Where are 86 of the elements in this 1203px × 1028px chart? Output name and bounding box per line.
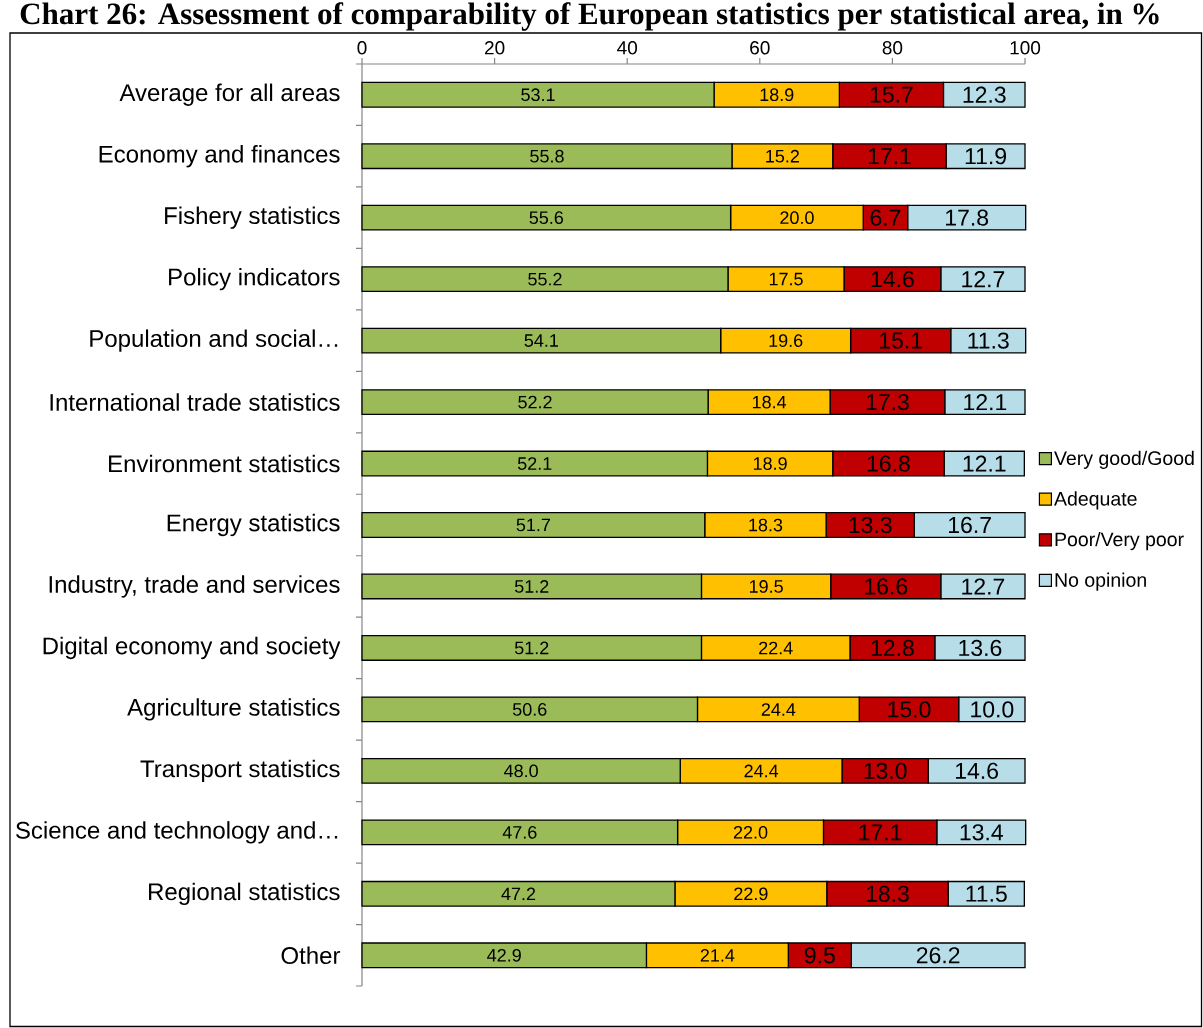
y-tick-label: Average for all areas bbox=[119, 83, 340, 106]
data-label: 51.2 bbox=[514, 580, 549, 593]
y-tick-label: Industry, trade and services bbox=[49, 575, 340, 598]
data-label: 14.6 bbox=[871, 270, 914, 288]
data-label: 19.5 bbox=[749, 580, 783, 593]
data-label: 6.7 bbox=[870, 209, 901, 226]
x-tick-label: 80 bbox=[882, 41, 903, 55]
data-label: 50.6 bbox=[512, 703, 547, 716]
data-label: 9.5 bbox=[804, 947, 835, 964]
y-tick-label: Energy statistics bbox=[167, 513, 340, 537]
y-tick-label: Environment statistics bbox=[109, 454, 340, 473]
data-label: 16.7 bbox=[949, 516, 991, 534]
data-label: 12.7 bbox=[962, 578, 1005, 595]
data-label: 13.4 bbox=[960, 824, 1003, 841]
data-label: 55.2 bbox=[528, 272, 562, 286]
data-label: 18.3 bbox=[749, 518, 783, 532]
x-tick-label: 0 bbox=[357, 41, 367, 55]
data-label: 19.6 bbox=[769, 334, 803, 347]
y-tick-label: Policy indicators bbox=[169, 267, 340, 291]
data-label: 15.1 bbox=[880, 332, 922, 349]
data-label: 20.0 bbox=[780, 211, 814, 225]
data-label: 26.2 bbox=[916, 947, 960, 964]
data-label: 51.7 bbox=[516, 518, 551, 532]
data-label: 22.9 bbox=[734, 887, 768, 901]
y-tick-label: Population and social… bbox=[90, 329, 338, 352]
legend-label: Poor/Very poor bbox=[1055, 531, 1184, 551]
y-tick-label: Regional statistics bbox=[149, 882, 340, 905]
data-label: 14.6 bbox=[955, 762, 998, 780]
y-tick-label: Transport statistics bbox=[140, 759, 340, 783]
data-label: 16.8 bbox=[867, 455, 910, 472]
y-tick-label: Fishery statistics bbox=[165, 206, 340, 229]
data-label: 12.1 bbox=[964, 394, 1007, 411]
data-label: 15.2 bbox=[766, 149, 799, 163]
data-label: 47.6 bbox=[502, 825, 537, 839]
legend-label: Very good/Good bbox=[1054, 450, 1194, 469]
data-label: 17.1 bbox=[868, 148, 911, 165]
data-label: 10.0 bbox=[971, 701, 1014, 718]
data-label: 42.9 bbox=[487, 948, 521, 962]
legend-label: Adequate bbox=[1054, 491, 1137, 510]
data-label: 18.3 bbox=[866, 885, 909, 902]
data-label: 16.6 bbox=[865, 578, 908, 595]
y-tick-label: Digital economy and society bbox=[43, 636, 341, 660]
data-label: 22.0 bbox=[733, 825, 768, 839]
y-tick-label: Agriculture statistics bbox=[127, 698, 340, 721]
y-tick-label: Economy and finances bbox=[99, 145, 340, 168]
data-label: 22.4 bbox=[759, 641, 793, 655]
data-label: 54.1 bbox=[524, 334, 558, 347]
data-label: 18.9 bbox=[760, 88, 794, 102]
data-label: 12.7 bbox=[962, 271, 1005, 288]
data-label: 53.1 bbox=[521, 88, 555, 102]
data-label: 17.3 bbox=[866, 393, 909, 411]
data-label: 51.2 bbox=[514, 641, 549, 655]
data-label: 12.1 bbox=[963, 455, 1006, 472]
y-tick-label: Science and technology and… bbox=[16, 821, 338, 844]
data-label: 24.4 bbox=[761, 703, 796, 716]
data-label: 13.0 bbox=[864, 762, 907, 780]
legend-label: No opinion bbox=[1055, 572, 1146, 591]
data-label: 52.2 bbox=[518, 395, 552, 409]
x-tick-label: 60 bbox=[750, 41, 770, 55]
data-label: 17.5 bbox=[769, 272, 803, 286]
data-label: 21.4 bbox=[700, 949, 735, 962]
data-label: 18.4 bbox=[752, 395, 787, 409]
data-label: 55.8 bbox=[530, 149, 564, 163]
data-label: 48.0 bbox=[504, 764, 538, 778]
chart-title: Chart 26: Assessment of comparability of European statistics per statistical area, in % bbox=[20, 2, 1159, 31]
data-label: 24.4 bbox=[744, 764, 779, 778]
y-tick-label: International trade statistics bbox=[50, 393, 340, 411]
data-label: 11.9 bbox=[965, 148, 1007, 165]
data-label: 18.9 bbox=[753, 457, 787, 470]
data-label: 55.6 bbox=[529, 211, 564, 225]
data-label: 12.3 bbox=[963, 86, 1006, 103]
x-tick-label: 20 bbox=[484, 41, 505, 55]
data-label: 11.3 bbox=[968, 332, 1009, 349]
data-label: 47.2 bbox=[501, 887, 536, 901]
x-tick-label: 100 bbox=[1010, 41, 1041, 55]
data-label: 13.6 bbox=[959, 639, 1002, 657]
data-label: 15.7 bbox=[870, 86, 913, 103]
data-label: 12.8 bbox=[871, 639, 914, 657]
x-tick-label: 40 bbox=[617, 41, 638, 55]
data-label: 11.5 bbox=[966, 885, 1007, 902]
data-label: 13.3 bbox=[849, 516, 892, 534]
y-tick-label: Other bbox=[281, 946, 341, 965]
data-label: 15.0 bbox=[888, 701, 931, 718]
data-label: 52.1 bbox=[517, 457, 552, 470]
data-label: 17.8 bbox=[946, 209, 989, 226]
data-label: 17.1 bbox=[859, 824, 902, 841]
